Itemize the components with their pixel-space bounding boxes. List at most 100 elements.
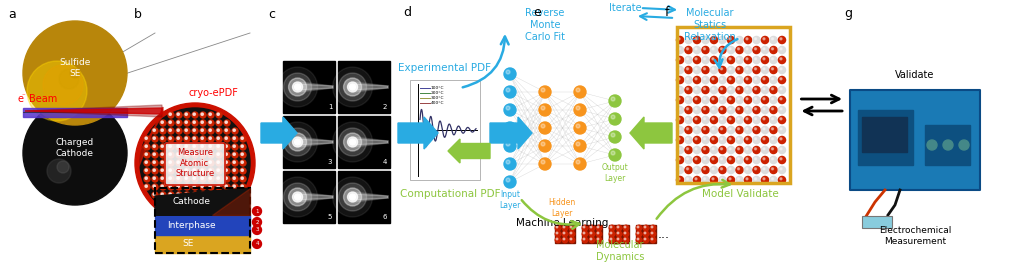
Bar: [609, 225, 629, 243]
Circle shape: [504, 158, 516, 170]
Circle shape: [763, 118, 765, 120]
Circle shape: [233, 145, 236, 147]
Circle shape: [70, 68, 80, 78]
Text: e: e: [18, 94, 24, 104]
Circle shape: [677, 146, 684, 154]
Circle shape: [729, 58, 731, 60]
Circle shape: [289, 133, 306, 151]
Circle shape: [209, 201, 211, 203]
Circle shape: [344, 78, 361, 96]
Circle shape: [193, 160, 198, 166]
Circle shape: [737, 58, 739, 60]
Circle shape: [574, 122, 586, 134]
Circle shape: [753, 176, 760, 183]
Circle shape: [727, 66, 734, 73]
Circle shape: [168, 176, 174, 182]
Circle shape: [927, 140, 937, 150]
Bar: [283, 171, 335, 223]
FancyArrow shape: [630, 117, 672, 149]
Circle shape: [193, 145, 196, 147]
Circle shape: [780, 158, 782, 160]
Circle shape: [185, 209, 187, 211]
Text: Input
Layer: Input Layer: [500, 190, 520, 210]
Circle shape: [753, 87, 760, 94]
Circle shape: [678, 48, 680, 50]
Circle shape: [685, 46, 692, 54]
Circle shape: [541, 142, 545, 146]
Circle shape: [617, 232, 618, 234]
Circle shape: [293, 137, 302, 147]
Circle shape: [770, 36, 777, 44]
Circle shape: [240, 184, 246, 190]
Text: 4: 4: [255, 241, 259, 247]
Circle shape: [169, 193, 171, 195]
Circle shape: [755, 38, 757, 40]
Circle shape: [225, 185, 227, 187]
Circle shape: [241, 137, 244, 140]
Bar: [283, 61, 335, 113]
Circle shape: [685, 146, 692, 154]
Circle shape: [193, 185, 196, 187]
Text: 100°C: 100°C: [431, 86, 444, 90]
Text: Output
Layer: Output Layer: [602, 163, 629, 183]
Circle shape: [701, 156, 709, 164]
Circle shape: [745, 128, 748, 130]
Circle shape: [169, 177, 171, 179]
Circle shape: [778, 167, 785, 174]
Circle shape: [727, 57, 734, 64]
Text: d: d: [403, 7, 411, 19]
Circle shape: [703, 38, 706, 40]
Circle shape: [943, 140, 953, 150]
Circle shape: [504, 140, 516, 152]
FancyArrow shape: [490, 117, 532, 149]
Circle shape: [176, 176, 182, 182]
Circle shape: [583, 231, 588, 237]
Circle shape: [729, 118, 731, 120]
Circle shape: [770, 57, 777, 64]
Circle shape: [778, 126, 785, 133]
Circle shape: [216, 184, 222, 190]
Circle shape: [193, 121, 196, 123]
Circle shape: [745, 178, 748, 180]
Circle shape: [200, 176, 206, 182]
Circle shape: [721, 128, 723, 130]
Circle shape: [185, 113, 187, 115]
Circle shape: [693, 46, 700, 54]
Circle shape: [771, 168, 773, 170]
Circle shape: [609, 231, 614, 237]
Circle shape: [701, 36, 709, 44]
Circle shape: [686, 88, 688, 90]
Circle shape: [624, 231, 629, 237]
Circle shape: [755, 118, 757, 120]
Circle shape: [169, 129, 171, 131]
Circle shape: [712, 168, 714, 170]
Circle shape: [193, 129, 196, 131]
Circle shape: [233, 137, 236, 140]
Circle shape: [168, 128, 174, 134]
Text: 6: 6: [383, 214, 387, 220]
Circle shape: [686, 38, 688, 40]
Circle shape: [570, 232, 571, 234]
Circle shape: [755, 78, 757, 80]
Circle shape: [678, 178, 680, 180]
Circle shape: [201, 209, 204, 211]
Circle shape: [771, 68, 773, 70]
Circle shape: [184, 168, 190, 174]
Circle shape: [609, 131, 621, 143]
Circle shape: [216, 112, 222, 118]
Circle shape: [240, 160, 246, 166]
Circle shape: [209, 153, 211, 155]
Circle shape: [161, 129, 164, 131]
Circle shape: [160, 200, 166, 206]
Circle shape: [685, 66, 692, 73]
Circle shape: [193, 192, 198, 198]
Circle shape: [201, 137, 204, 140]
Circle shape: [185, 137, 187, 140]
Circle shape: [193, 137, 196, 140]
Circle shape: [755, 108, 757, 110]
Circle shape: [778, 87, 785, 94]
Bar: [677, 27, 790, 183]
Text: c: c: [268, 8, 275, 22]
Circle shape: [727, 106, 734, 114]
Circle shape: [685, 126, 692, 133]
